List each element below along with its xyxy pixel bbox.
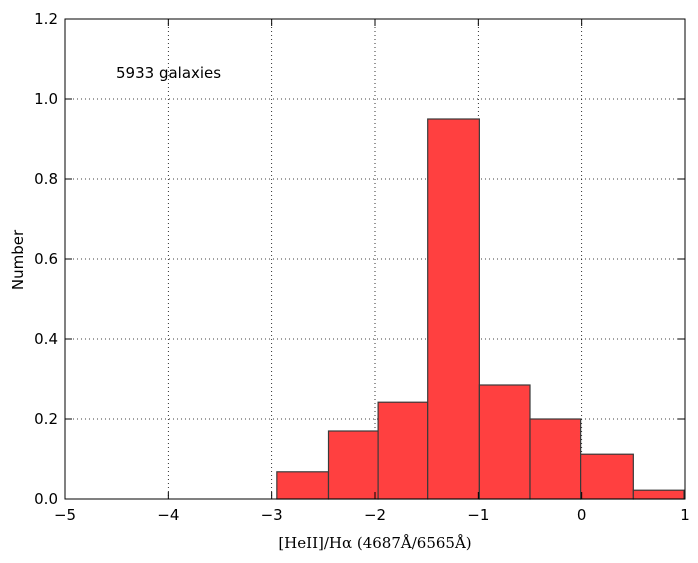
- axis-ticks: [64, 18, 686, 500]
- y-tick-label: 0.0: [34, 490, 58, 508]
- x-tick-label: −4: [157, 506, 179, 524]
- y-axis-label: Number: [9, 229, 27, 290]
- y-tick-label: 1.0: [34, 90, 58, 108]
- histogram-bar-2: [327, 430, 379, 500]
- x-tick-label: −3: [261, 506, 283, 524]
- histogram-bar-7: [580, 453, 634, 500]
- histogram-bar-8: [632, 489, 685, 500]
- x-tick-label: −2: [364, 506, 386, 524]
- grid-lines: [65, 19, 685, 499]
- y-tick-label: 0.8: [34, 170, 58, 188]
- y-tick-label: 1.2: [34, 10, 58, 28]
- galaxy-count-annotation: 5933 galaxies: [116, 64, 221, 82]
- x-tick-label: −5: [54, 506, 76, 524]
- x-tick-label: 1: [680, 506, 690, 524]
- histogram-bar-1: [276, 471, 330, 500]
- histogram-bar-3: [377, 401, 429, 500]
- y-tick-label: 0.4: [34, 330, 58, 348]
- y-tick-label: 0.6: [34, 250, 58, 268]
- y-tick-label: 0.2: [34, 410, 58, 428]
- histogram-bar-4: [427, 118, 480, 500]
- y-tick-labels: 0.0 0.2 0.4 0.6 0.8 1.0 1.2: [34, 10, 58, 508]
- x-tick-label: −1: [467, 506, 489, 524]
- histogram-bar-5: [478, 384, 531, 500]
- x-tick-label: 0: [577, 506, 587, 524]
- x-axis-label: [HeII]/Hα (4687Å/6565Å): [278, 534, 471, 552]
- histogram-bar-6: [529, 418, 582, 500]
- x-tick-labels: −5 −4 −3 −2 −1 0 1: [54, 506, 690, 524]
- histogram-bars: [276, 118, 685, 500]
